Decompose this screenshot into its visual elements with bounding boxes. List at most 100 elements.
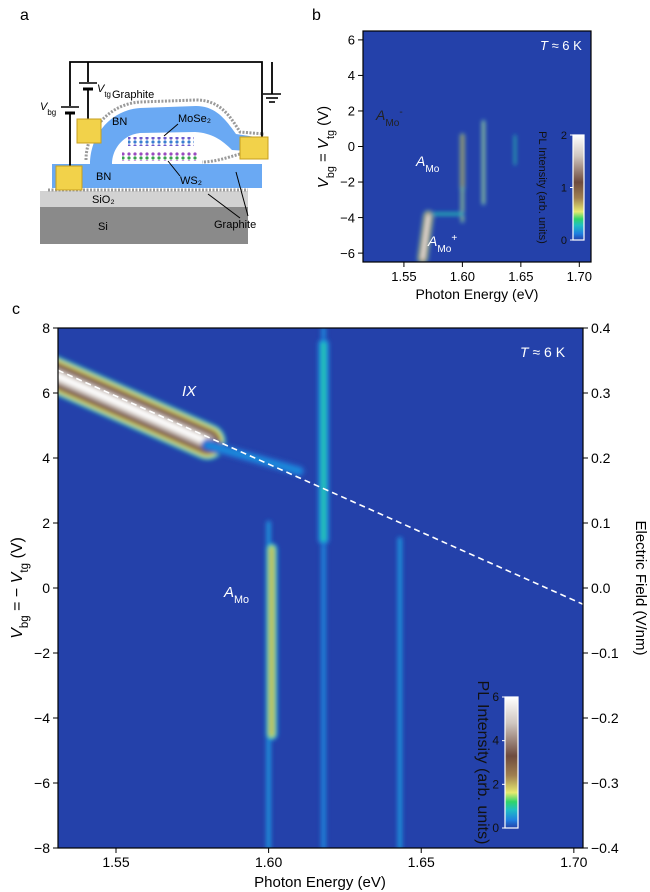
text-part: IX (182, 383, 197, 400)
label: BN (96, 171, 111, 183)
y-tick-label: 4 (348, 68, 355, 83)
panel-label: a (20, 7, 29, 24)
y-tick-label: −6 (340, 246, 355, 261)
colorbar-tick-label: 2 (561, 130, 567, 142)
sio2-layer (40, 191, 248, 207)
heatmap-layer (58, 328, 403, 848)
text-part: A (223, 584, 234, 601)
arrow (235, 171, 249, 217)
y2-tick-label: −0.1 (591, 645, 619, 661)
text-part: V (315, 137, 332, 149)
label: Graphite (214, 219, 256, 231)
y-tick-label: 6 (348, 33, 355, 48)
text-part: T (540, 38, 549, 53)
temperature-label: T ≈ 6 K (520, 344, 566, 360)
text-part: - (399, 107, 402, 118)
y-tick-label: −6 (34, 775, 50, 791)
y-tick-label: −2 (340, 175, 355, 190)
text-part: Mo (425, 164, 439, 175)
x-tick-label: 1.70 (567, 269, 592, 284)
graphite-contact (201, 152, 241, 164)
x-axis-label: Photon Energy (eV) (416, 286, 539, 302)
text-part: (V) (315, 106, 332, 130)
y2-tick-label: −0.2 (591, 710, 619, 726)
bn-top (90, 106, 262, 164)
y-tick-label: 2 (348, 104, 355, 119)
text-part: V (40, 101, 49, 113)
y-axis-label: Vbg = Vtg (V) (315, 106, 337, 188)
peak-label: AMo- (375, 107, 403, 129)
label: Graphite (112, 89, 154, 101)
x-tick-label: 1.70 (560, 854, 587, 870)
colorbar (504, 696, 519, 829)
wire (69, 61, 263, 168)
y2-tick-label: 0.3 (591, 385, 611, 401)
y2-tick-label: 0.4 (591, 320, 611, 336)
text-part: V (97, 83, 106, 95)
y-tick-label: 6 (42, 385, 50, 401)
y2-tick-label: 0.0 (591, 580, 611, 596)
temperature-label: T ≈ 6 K (540, 38, 582, 53)
gap (81, 82, 95, 90)
mose2-layer (128, 137, 194, 146)
arrow (163, 123, 179, 137)
text-part: A (427, 233, 437, 249)
colorbar (572, 134, 585, 241)
y-tick-label: 0 (42, 580, 50, 596)
colorbar-label: PL Intensity (arb. units) (536, 131, 548, 244)
y2-axis-label: Electric Field (V/nm) (632, 520, 649, 655)
y-tick-label: 0 (348, 139, 355, 154)
y-tick-label: −2 (34, 645, 50, 661)
colorbar-tick-label: 1 (561, 183, 567, 195)
peak-label: AMo (223, 584, 249, 606)
text-part: (V) (9, 537, 26, 563)
label: Si (98, 221, 108, 233)
pl-streak (421, 215, 430, 260)
text-part: V (315, 176, 332, 188)
plot-background (363, 31, 591, 262)
text-part: + (451, 233, 457, 244)
x-tick-label: 1.55 (391, 269, 416, 284)
voltage-label: Vtg (97, 83, 111, 99)
text-part: V (9, 571, 26, 583)
contact-pad (55, 165, 83, 191)
peak-label: AMo+ (427, 233, 457, 255)
text-part: tg (104, 90, 111, 99)
colorbar-tick-label: 2 (492, 777, 499, 791)
x-tick-label: 1.55 (102, 854, 129, 870)
y2-tick-label: 0.2 (591, 450, 611, 466)
y2-tick-label: −0.3 (591, 775, 619, 791)
text-part: tg (325, 130, 337, 139)
text-part: Mo (385, 118, 399, 129)
text-part: Mo (437, 244, 451, 255)
y2-tick-label: −0.4 (591, 840, 619, 856)
x-tick-label: 1.65 (408, 854, 435, 870)
text-part: ≈ 6 K (529, 344, 566, 360)
text-part: Mo (234, 594, 249, 606)
text-part: V (9, 627, 26, 639)
colorbar-tick-label: 4 (492, 734, 499, 748)
x-axis-label: Photon Energy (eV) (254, 874, 386, 891)
peak-label: AMo (415, 153, 440, 175)
y-axis-label: Vbg = − Vtg (V) (9, 537, 31, 639)
y-tick-label: 4 (42, 450, 50, 466)
x-tick-label: 1.60 (450, 269, 475, 284)
y2-tick-label: 0.1 (591, 515, 611, 531)
text-part: tg (19, 563, 31, 573)
text-part: A (415, 153, 425, 169)
text-part: bg (19, 615, 31, 628)
peak-label: IX (182, 383, 197, 400)
y-tick-label: 8 (42, 320, 50, 336)
arrow (167, 160, 181, 177)
heatmap-layer (417, 119, 517, 262)
y-tick-label: −4 (34, 710, 50, 726)
label: BN (112, 116, 127, 128)
gap (63, 106, 77, 114)
text-part: T (520, 344, 530, 360)
text-part: bg (47, 108, 56, 117)
fit-line (57, 369, 584, 605)
ws2-layer (122, 152, 198, 161)
voltage-label: Vbg (40, 101, 56, 117)
colorbar-tick-label: 0 (492, 821, 499, 835)
